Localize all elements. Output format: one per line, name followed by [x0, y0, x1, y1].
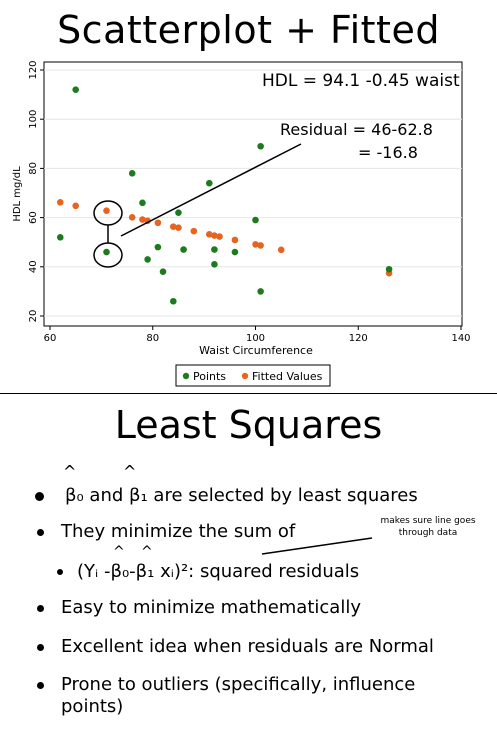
fitted-value-point: [257, 242, 264, 249]
bullet-dot-icon: [37, 529, 44, 536]
slide-title-top: Scatterplot + Fitted: [57, 8, 440, 52]
data-point: [170, 297, 177, 305]
data-point: [139, 199, 146, 207]
data-point: [231, 248, 239, 256]
data-point: [103, 248, 110, 256]
bullet-text-line1: Prone to outliers (specifically, influen…: [61, 674, 416, 695]
y-axis-label: HDL mg/dL: [12, 166, 23, 222]
x-tick-label: 140: [451, 333, 470, 344]
x-tick-label: 100: [246, 333, 265, 344]
data-point: [257, 288, 264, 295]
x-tick-label: 80: [146, 333, 159, 344]
data-point: [154, 243, 162, 251]
bullet-text: Easy to minimize mathematically: [61, 597, 361, 618]
fitted-value-point: [231, 236, 239, 244]
bullet-dot-icon: [37, 605, 44, 612]
note-line1: makes sure line goes: [380, 516, 476, 526]
fitted-value-point: [190, 227, 198, 235]
plot-frame: [43, 61, 463, 327]
sub-bullet-text: (Yᵢ -β₀-β₁ xᵢ)²: squared residuals: [77, 561, 360, 582]
hat-icon: ^: [113, 544, 125, 560]
x-axis-ticks: 60 80 100 120 140: [44, 326, 471, 344]
data-point: [144, 256, 151, 263]
hat-icon: ^: [123, 462, 137, 481]
fitted-value-point: [175, 224, 182, 231]
residual-label-line2: = -16.8: [358, 143, 418, 162]
note-line2: through data: [398, 528, 458, 538]
fitted-value-point: [211, 232, 218, 239]
fitted-value-point: [154, 219, 162, 227]
y-tick-label: 100: [28, 110, 39, 129]
data-point: [257, 142, 264, 150]
fitted-value-point: [170, 223, 177, 231]
data-point: [252, 216, 259, 224]
legend-box: [175, 364, 331, 387]
slide-title-bottom: Least Squares: [114, 403, 383, 447]
data-point: [128, 170, 136, 177]
legend-points-label: Points: [193, 370, 226, 383]
bullet-dot-icon: [37, 644, 44, 651]
y-tick-label: 60: [28, 211, 39, 224]
note-annotation: makes sure line goes through data: [372, 515, 484, 539]
equation-label: HDL = 94.1 -0.45 waist: [262, 71, 460, 91]
y-tick-label: 80: [28, 162, 39, 175]
bullet-text-line2: points): [61, 696, 124, 717]
bullet-text: β₀ and β₁ are selected by least squares: [65, 485, 418, 506]
bullet-text: They minimize the sum of: [61, 521, 296, 542]
fitted-value-point: [56, 199, 64, 206]
legend-fitted-label: Fitted Values: [252, 370, 323, 383]
hat-icon: ^: [141, 544, 153, 560]
data-point: [56, 233, 64, 241]
hat-icon: ^: [63, 462, 77, 481]
data-point: [205, 179, 213, 187]
y-axis-ticks: 20 40 60 80 100 120: [28, 60, 44, 322]
bullet-dot-icon: [37, 682, 44, 689]
bullet-dot-icon: [35, 492, 44, 501]
bullet-text: Excellent idea when residuals are Normal: [61, 636, 434, 657]
fitted-value-point: [103, 207, 110, 215]
bullet-dot-icon: [57, 569, 63, 575]
fitted-value-point: [139, 216, 146, 223]
data-point: [175, 209, 182, 216]
residual-pointer-line: [120, 143, 302, 237]
y-tick-label: 40: [28, 260, 39, 273]
fitted-series: [56, 199, 393, 277]
residual-label-line1: Residual = 46-62.8: [280, 120, 433, 139]
x-tick-label: 120: [349, 333, 368, 344]
data-point: [385, 265, 393, 273]
fitted-value-point: [216, 233, 223, 240]
data-point: [211, 261, 218, 268]
x-tick-label: 60: [44, 333, 57, 344]
legend-points-marker: [182, 372, 190, 380]
fitted-value-point: [205, 231, 213, 238]
x-axis-label: Waist Circumference: [199, 344, 313, 357]
slide-divider: [0, 393, 497, 394]
points-series: [56, 86, 393, 305]
legend-fitted-marker: [241, 372, 249, 380]
fitted-value-point: [72, 202, 79, 210]
data-point: [159, 268, 167, 276]
data-point: [180, 246, 187, 253]
fitted-value-point: [128, 214, 136, 221]
fitted-value-point: [277, 246, 285, 254]
y-tick-label: 20: [28, 310, 39, 323]
y-tick-label: 120: [28, 60, 39, 79]
data-point: [211, 246, 218, 253]
data-point: [72, 86, 79, 93]
scatter-chart: 20 40 60 80 100 120 60 80 100 120 140 HDL mg/dL W…: [12, 60, 471, 387]
fitted-value-point: [252, 241, 259, 248]
bullet-text: Prone to outliers (specifically, influen…: [61, 674, 415, 718]
